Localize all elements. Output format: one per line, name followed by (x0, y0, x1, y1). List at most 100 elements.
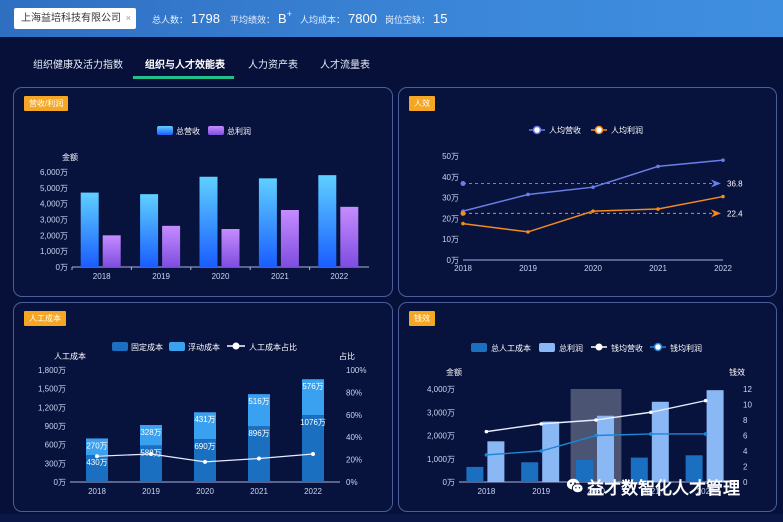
data-label-floating: 328万 (140, 428, 161, 437)
y2-tick-label: 40% (346, 433, 362, 442)
stat-label: 人均成本： (300, 15, 346, 25)
data-label-floating: 576万 (302, 382, 323, 391)
legend-swatch (208, 126, 224, 135)
data-point (484, 429, 489, 434)
x-tick-label: 2020 (587, 487, 605, 496)
bar-total-revenue (318, 175, 337, 267)
stat-label: 岗位空缺： (385, 15, 431, 25)
x-tick-label: 2019 (532, 487, 550, 496)
data-point (594, 433, 598, 438)
bar-total-labor-cost (630, 457, 648, 482)
y2-tick-label: 0 (743, 478, 748, 487)
bar-fixed-cost (248, 426, 270, 482)
x-tick-label: 2022 (697, 487, 715, 496)
stat-label: 总人数： (152, 15, 189, 25)
average-arrow (711, 179, 721, 188)
y2-axis-title: 占比 (339, 351, 355, 361)
legend-label: 钱均利润 (670, 343, 702, 353)
x-tick-label: 2020 (212, 272, 230, 281)
legend-label: 总营收 (176, 126, 200, 136)
data-point (95, 454, 99, 459)
panel-tag: 人效 (409, 96, 435, 111)
stat-value-sup: + (286, 9, 292, 19)
data-point (203, 459, 207, 464)
legend-swatch (157, 126, 173, 135)
y-tick-label: 1,000万 (427, 455, 455, 464)
clear-icon[interactable]: × (125, 13, 131, 23)
panel-tag: 营收/利润 (24, 96, 69, 111)
bar-fixed-cost (302, 415, 324, 482)
y-tick-label: 1,500万 (38, 385, 66, 394)
panel-tag: 人工成本 (24, 311, 66, 326)
stat-performance: 平均绩效： B+ (230, 9, 292, 26)
y-tick-label: 0万 (447, 256, 459, 265)
bar-total-profit (221, 229, 240, 267)
y2-tick-label: 0% (346, 478, 358, 487)
legend-label: 总利润 (559, 343, 583, 353)
y-tick-label: 3,000万 (40, 216, 68, 225)
y2-tick-label: 60% (346, 411, 362, 420)
x-tick-label: 2019 (519, 264, 537, 273)
panel-money-efficiency: 总人工成本 总利润 钱均营收 钱均利润 金额 钱效 0万 1,000万 2,000万 3,000万… (398, 302, 777, 512)
tab-hr-assets[interactable]: 人力资产表 (248, 60, 298, 71)
data-point (591, 185, 595, 189)
legend-marker (653, 342, 663, 352)
x-tick-label: 2022 (714, 264, 732, 273)
bar-total-revenue (258, 178, 277, 267)
stat-cost: 人均成本： 7800 (300, 11, 377, 26)
legend-swatch (112, 342, 128, 351)
x-tick-label: 2020 (196, 487, 214, 496)
wechat-icon (566, 478, 584, 494)
x-tick-label: 2021 (642, 487, 660, 496)
tab-org-talent-efficiency[interactable]: 组织与人才效能表 (145, 60, 225, 71)
legend-label: 总人工成本 (491, 343, 531, 353)
bar-total-profit (162, 225, 181, 267)
x-tick-label: 2018 (454, 264, 472, 273)
top-bar: 上海益培科技有限公司 × 总人数： 1798 平均绩效： B+ 人均成本： 7800 … (0, 0, 783, 37)
tab-talent-flow[interactable]: 人才流量表 (320, 60, 370, 71)
x-tick-label: 2021 (649, 264, 667, 273)
bar-floating-cost (86, 438, 108, 456)
data-point (721, 158, 725, 162)
stat-value: 1798 (191, 11, 220, 26)
stat-value: B (278, 11, 287, 26)
average-start-dot (460, 180, 466, 186)
average-arrow (711, 209, 721, 218)
data-point (484, 453, 489, 457)
stat-value: 7800 (348, 11, 377, 26)
y-tick-label: 600万 (45, 441, 66, 450)
y2-axis-title: 钱效 (729, 367, 745, 377)
bar-total-profit (706, 390, 724, 482)
y-tick-label: 1,200万 (38, 403, 66, 412)
data-label-fixed: 690万 (194, 442, 215, 451)
tab-bar: 组织健康及活力指数 组织与人才效能表 人力资产表 人才流量表 (0, 37, 783, 81)
x-tick-label: 2022 (304, 487, 322, 496)
stat-vacancy: 岗位空缺： 15 (385, 11, 447, 26)
bar-fixed-cost (86, 455, 108, 482)
data-label-floating: 431万 (194, 415, 215, 424)
y2-tick-label: 80% (346, 388, 362, 397)
y-tick-label: 0万 (56, 263, 68, 272)
data-label-fixed: 896万 (248, 429, 269, 438)
watermark-text: 益才数智化人才管理 (587, 478, 740, 498)
y-tick-label: 10万 (442, 235, 459, 244)
bar-total-revenue (199, 176, 218, 267)
legend-marker (595, 343, 603, 351)
bar-floating-cost (248, 394, 270, 427)
y-tick-label: 2,000万 (40, 231, 68, 240)
watermark: 益才数智化人才管理 (566, 474, 740, 498)
y-axis-title: 金额 (62, 152, 78, 162)
y-tick-label: 4,000万 (40, 200, 68, 209)
y-axis-title: 人工成本 (54, 351, 86, 361)
tab-org-health[interactable]: 组织健康及活力指数 (33, 60, 123, 71)
x-tick-label: 2020 (584, 264, 602, 273)
y-tick-label: 6,000万 (40, 168, 68, 177)
bar-total-profit (542, 421, 560, 482)
company-selector[interactable]: 上海益培科技有限公司 × (14, 8, 136, 29)
data-point (591, 209, 595, 213)
stat-label: 平均绩效： (230, 15, 276, 25)
y2-tick-label: 10 (743, 401, 752, 410)
data-point (656, 207, 660, 211)
